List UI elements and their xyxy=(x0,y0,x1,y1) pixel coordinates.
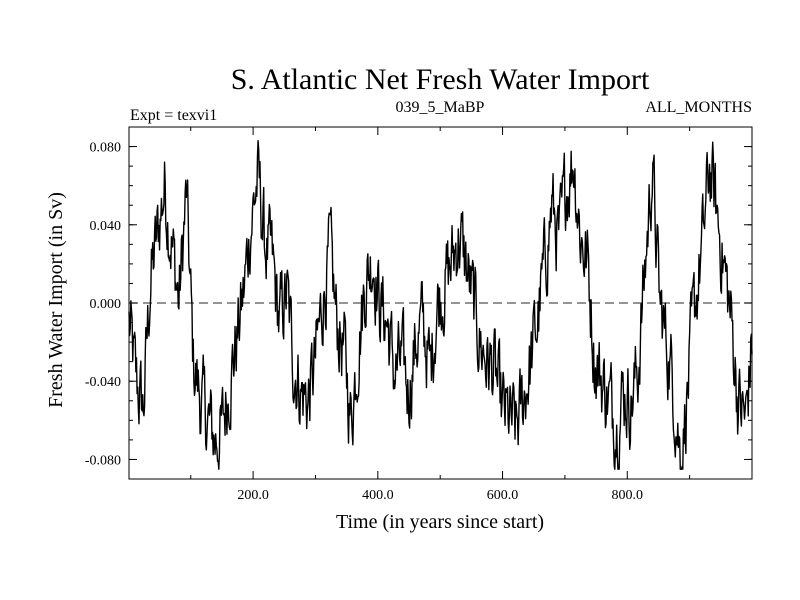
x-tick-label: 600.0 xyxy=(487,488,519,503)
period-label: 039_5_MaBP xyxy=(396,99,485,116)
plot-frame xyxy=(128,126,753,480)
y-tick-label: -0.040 xyxy=(85,375,121,390)
y-tick-label: 0.080 xyxy=(90,141,122,156)
chart-title: S. Atlantic Net Fresh Water Import xyxy=(231,63,650,96)
x-tick-label: 800.0 xyxy=(612,488,644,503)
x-axis-label: Time (in years since start) xyxy=(336,511,544,533)
y-tick-label: 0.000 xyxy=(90,297,122,312)
series-line xyxy=(128,139,753,470)
x-tick-label: 400.0 xyxy=(362,488,394,503)
series-layer xyxy=(128,139,753,470)
y-tick-label: -0.080 xyxy=(85,453,121,468)
axis-layer: 0.080 0.040 0.000 -0.040 -0.080 200.0 400.0 600… xyxy=(85,127,752,503)
months-label: ALL_MONTHS xyxy=(645,99,752,116)
y-tick-label: 0.040 xyxy=(90,219,122,234)
experiment-label: Expt = texvi1 xyxy=(130,107,217,124)
x-tick-label: 200.0 xyxy=(237,488,269,503)
y-axis-label: Fresh Water Import (in Sv) xyxy=(45,192,67,408)
